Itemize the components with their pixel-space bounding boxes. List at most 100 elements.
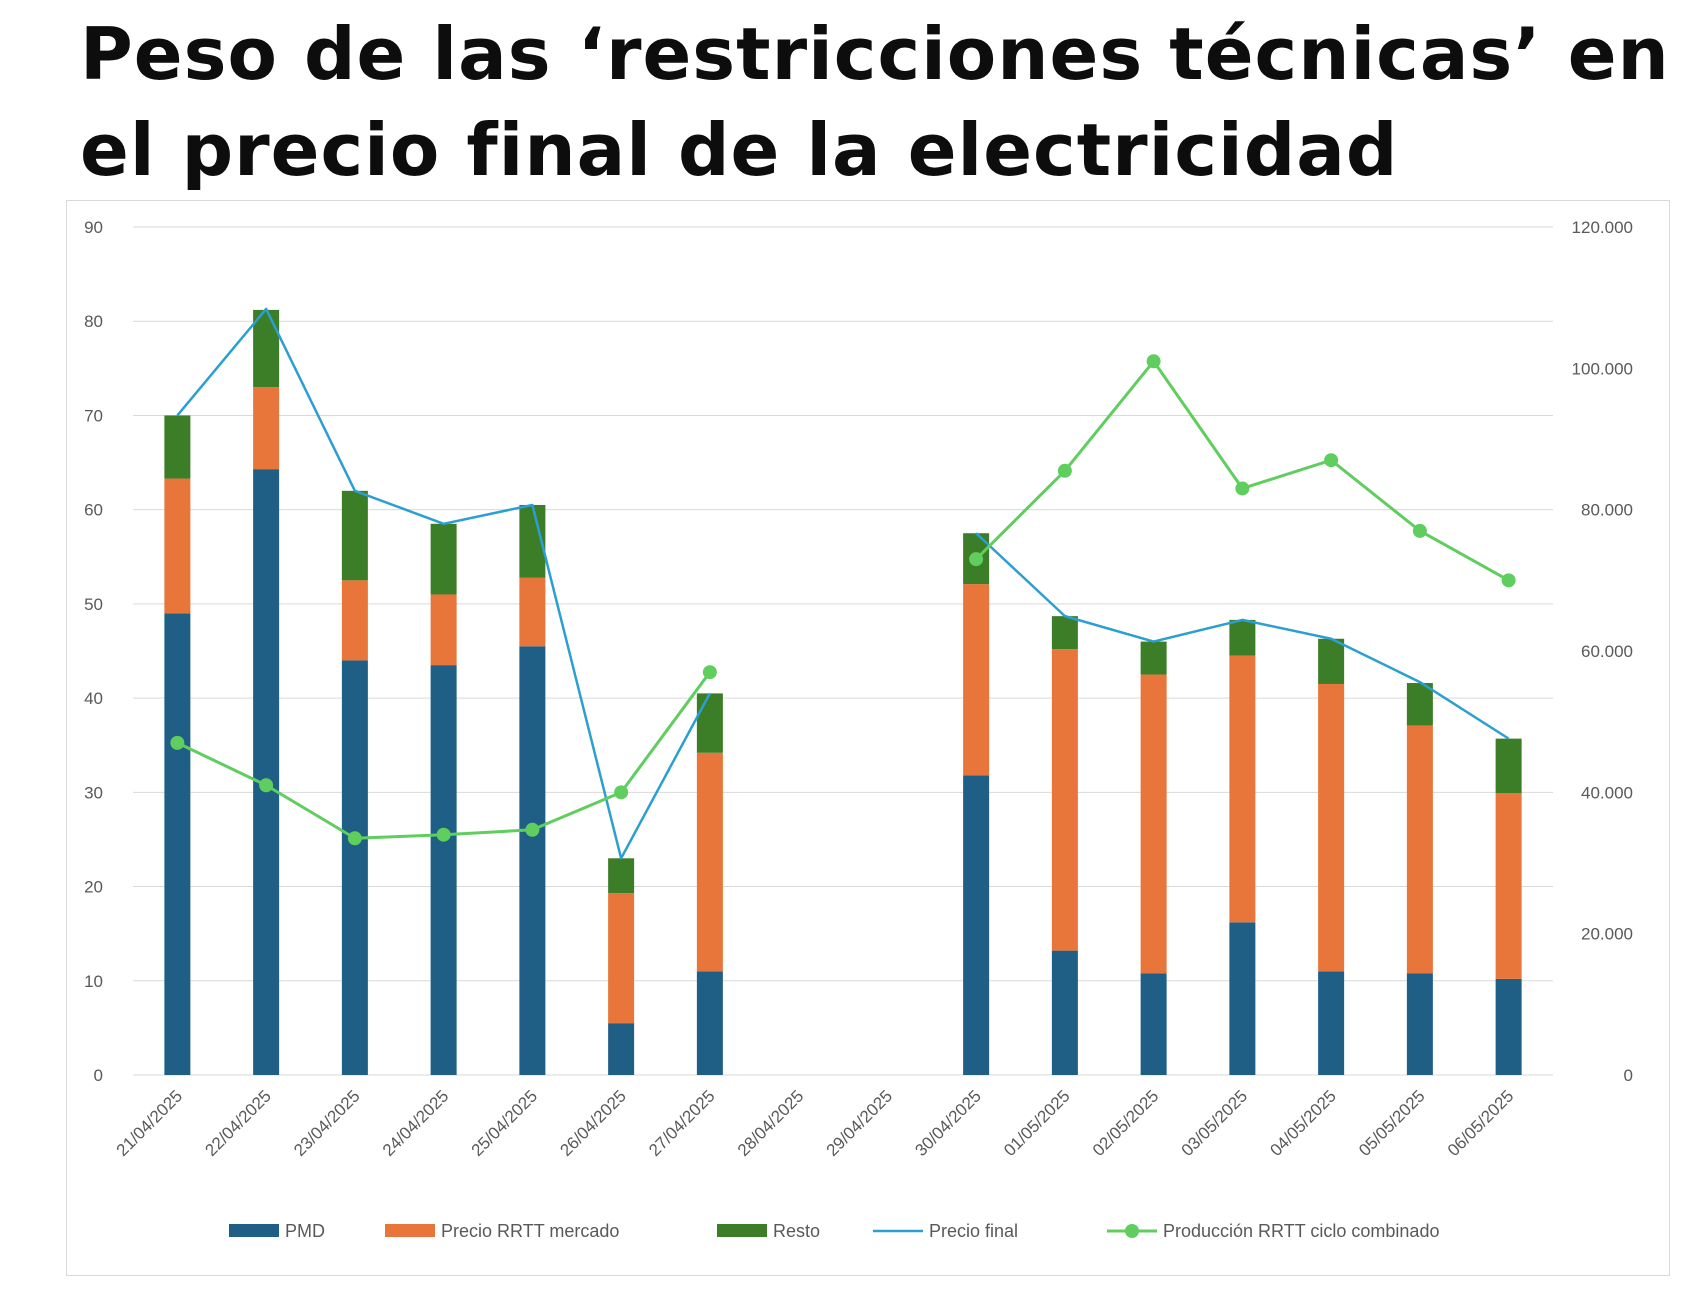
bar-resto xyxy=(1140,641,1167,675)
bar-pmd xyxy=(164,613,191,1075)
legend-swatch xyxy=(229,1224,279,1237)
bar-precio-rrtt-mercado xyxy=(253,387,280,470)
bar-resto xyxy=(696,693,723,753)
legend-label: PMD xyxy=(285,1221,325,1241)
left-tick-label: 20 xyxy=(84,878,103,897)
point-producci-n-rrtt-ciclo-combinado xyxy=(614,785,629,800)
bar-precio-rrtt-mercado xyxy=(1140,674,1167,974)
left-tick-label: 90 xyxy=(84,218,103,237)
x-axis-ticks: 21/04/2025 22/04/2025 23/04/2025 24/04/2025… xyxy=(113,1086,1518,1160)
bar-precio-rrtt-mercado xyxy=(608,893,635,1024)
x-tick-label: 22/04/2025 xyxy=(201,1086,275,1160)
gridlines xyxy=(133,226,1553,1076)
bars xyxy=(164,309,1522,1075)
right-tick-label: 0 xyxy=(1624,1066,1633,1085)
x-tick-label: 04/05/2025 xyxy=(1266,1086,1340,1160)
point-producci-n-rrtt-ciclo-combinado xyxy=(1235,481,1250,496)
point-producci-n-rrtt-ciclo-combinado xyxy=(347,831,362,846)
point-producci-n-rrtt-ciclo-combinado xyxy=(1057,463,1072,478)
bar-precio-rrtt-mercado xyxy=(1406,725,1433,974)
right-tick-label: 80.000 xyxy=(1581,501,1633,520)
bar-pmd xyxy=(253,469,280,1075)
x-tick-label: 03/05/2025 xyxy=(1178,1086,1252,1160)
line-precio-final xyxy=(176,307,711,860)
right-tick-label: 60.000 xyxy=(1581,642,1633,661)
right-tick-label: 20.000 xyxy=(1581,925,1633,944)
bar-pmd xyxy=(1051,950,1078,1075)
legend-label: Precio RRTT mercado xyxy=(441,1221,619,1241)
left-tick-label: 50 xyxy=(84,595,103,614)
x-tick-label: 01/05/2025 xyxy=(1000,1086,1074,1160)
bar-pmd xyxy=(963,775,990,1075)
point-producci-n-rrtt-ciclo-combinado xyxy=(259,778,274,793)
left-tick-label: 40 xyxy=(84,689,103,708)
left-tick-label: 0 xyxy=(94,1066,103,1085)
x-tick-label: 28/04/2025 xyxy=(734,1086,808,1160)
point-producci-n-rrtt-ciclo-combinado xyxy=(1501,573,1516,588)
bar-resto xyxy=(253,309,280,388)
bar-pmd xyxy=(519,646,546,1075)
bar-resto xyxy=(1229,619,1256,656)
left-tick-label: 80 xyxy=(84,312,103,331)
x-tick-label: 05/05/2025 xyxy=(1355,1086,1429,1160)
x-tick-label: 27/04/2025 xyxy=(645,1086,719,1160)
x-tick-label: 21/04/2025 xyxy=(113,1086,187,1160)
right-tick-label: 40.000 xyxy=(1581,783,1633,802)
bar-resto xyxy=(430,523,457,595)
bar-pmd xyxy=(1229,922,1256,1075)
bar-precio-rrtt-mercado xyxy=(1495,793,1522,979)
right-tick-label: 100.000 xyxy=(1572,359,1633,378)
left-tick-label: 70 xyxy=(84,406,103,425)
bar-pmd xyxy=(1140,973,1167,1075)
x-tick-label: 02/05/2025 xyxy=(1089,1086,1163,1160)
left-tick-label: 10 xyxy=(84,972,103,991)
point-producci-n-rrtt-ciclo-combinado xyxy=(170,735,185,750)
bar-pmd xyxy=(341,660,368,1075)
bar-resto xyxy=(1318,638,1345,684)
bar-precio-rrtt-mercado xyxy=(963,584,990,776)
point-producci-n-rrtt-ciclo-combinado xyxy=(969,552,984,567)
legend-swatch xyxy=(717,1224,767,1237)
chart: 0 10 20 30 40 50 60 70 80 90 0 20.000 40.000 60.000 8… xyxy=(84,218,1633,1241)
bar-resto xyxy=(164,415,191,479)
bar-resto xyxy=(1406,683,1433,726)
bar-precio-rrtt-mercado xyxy=(430,594,457,666)
line-producci-n-rrtt-ciclo-combinado xyxy=(975,359,1510,582)
x-tick-label: 26/04/2025 xyxy=(556,1086,630,1160)
bar-pmd xyxy=(430,665,457,1075)
bar-precio-rrtt-mercado xyxy=(1229,655,1256,923)
bar-pmd xyxy=(1495,978,1522,1075)
bar-resto xyxy=(1495,738,1522,794)
x-tick-label: 23/04/2025 xyxy=(290,1086,364,1160)
page-title: Peso de las ‘restricciones técnicas’ en … xyxy=(80,12,1670,192)
x-tick-label: 24/04/2025 xyxy=(379,1086,453,1160)
bar-resto xyxy=(608,858,635,894)
bar-resto xyxy=(1051,616,1078,650)
x-tick-label: 25/04/2025 xyxy=(468,1086,542,1160)
legend: PMD Precio RRTT mercado Resto Precio final P… xyxy=(229,1221,1439,1241)
x-tick-label: 29/04/2025 xyxy=(823,1086,897,1160)
left-axis-ticks: 0 10 20 30 40 50 60 70 80 90 xyxy=(84,218,103,1085)
bar-pmd xyxy=(1406,973,1433,1075)
legend-marker xyxy=(1125,1224,1139,1238)
left-tick-label: 60 xyxy=(84,501,103,520)
right-tick-label: 120.000 xyxy=(1572,218,1633,237)
point-producci-n-rrtt-ciclo-combinado xyxy=(1146,354,1161,369)
bar-pmd xyxy=(608,1023,635,1075)
point-producci-n-rrtt-ciclo-combinado xyxy=(436,827,451,842)
point-producci-n-rrtt-ciclo-combinado xyxy=(1324,453,1339,468)
x-tick-label: 06/05/2025 xyxy=(1444,1086,1518,1160)
bar-precio-rrtt-mercado xyxy=(519,577,546,647)
legend-label: Precio final xyxy=(929,1221,1018,1241)
chart-frame: 0 10 20 30 40 50 60 70 80 90 0 20.000 40.000 60.000 8… xyxy=(66,200,1670,1276)
right-axis-ticks: 0 20.000 40.000 60.000 80.000 100.000 120.000 xyxy=(1572,218,1633,1085)
bar-precio-rrtt-mercado xyxy=(1051,649,1078,951)
bar-pmd xyxy=(696,971,723,1075)
lines xyxy=(170,307,1516,860)
legend-label: Producción RRTT ciclo combinado xyxy=(1163,1221,1439,1241)
bar-precio-rrtt-mercado xyxy=(341,580,368,661)
line-precio-final xyxy=(975,532,1510,740)
legend-swatch xyxy=(385,1224,435,1237)
bar-precio-rrtt-mercado xyxy=(1318,683,1345,972)
point-producci-n-rrtt-ciclo-combinado xyxy=(702,665,717,680)
